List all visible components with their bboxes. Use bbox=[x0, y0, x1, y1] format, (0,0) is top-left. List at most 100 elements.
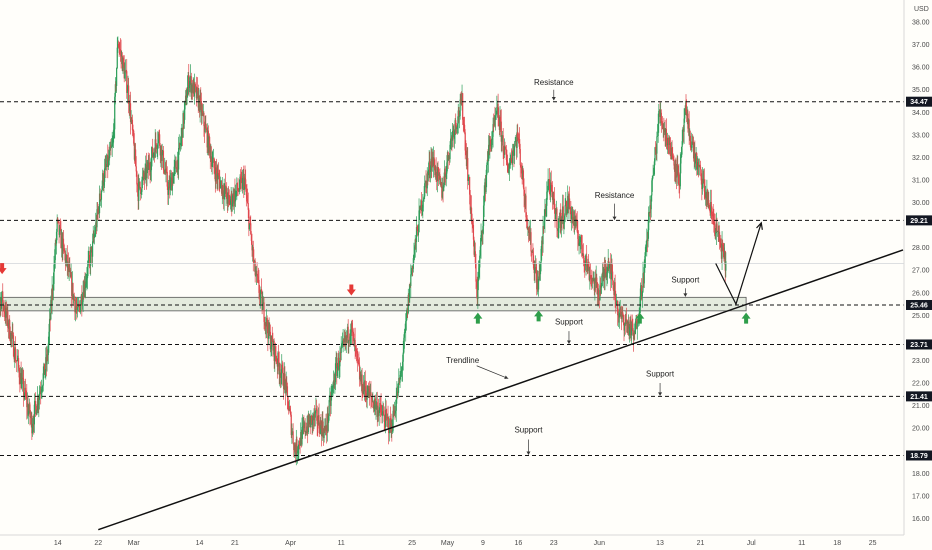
candle-body bbox=[6, 311, 8, 318]
candle-body bbox=[65, 258, 67, 264]
candle-body bbox=[639, 288, 642, 308]
candle-body bbox=[609, 263, 611, 267]
candle-body bbox=[437, 167, 439, 170]
candle-body bbox=[213, 157, 215, 169]
candle-body bbox=[405, 317, 407, 322]
candle-body bbox=[338, 366, 340, 370]
candle-body bbox=[508, 162, 511, 169]
candle-body bbox=[636, 322, 638, 329]
candle-body bbox=[627, 321, 630, 329]
candle-body bbox=[233, 189, 235, 204]
candle-body bbox=[593, 278, 595, 281]
candle-body bbox=[127, 85, 129, 92]
candle-body bbox=[487, 159, 489, 162]
candle-body bbox=[215, 167, 218, 174]
candle-body bbox=[721, 243, 723, 259]
candle-body bbox=[598, 289, 600, 299]
candle-body bbox=[625, 319, 628, 324]
candle-body bbox=[224, 185, 227, 194]
candle-body bbox=[241, 177, 244, 189]
candle-body bbox=[327, 416, 330, 423]
trend-lines-layer bbox=[98, 221, 904, 531]
candle-body bbox=[405, 321, 407, 330]
candle-body bbox=[647, 230, 649, 242]
candle-body bbox=[89, 257, 91, 266]
candle-body bbox=[180, 135, 182, 144]
candle-body bbox=[677, 163, 679, 166]
candle-body bbox=[256, 270, 258, 276]
candle-body bbox=[481, 231, 483, 235]
candle-body bbox=[582, 253, 585, 258]
candle-body bbox=[324, 425, 327, 430]
candle-body bbox=[129, 103, 131, 111]
candle-body bbox=[590, 275, 592, 279]
candle-body bbox=[672, 157, 674, 161]
up-arrow-icon bbox=[741, 312, 751, 324]
candle-body bbox=[504, 145, 506, 147]
candle-body bbox=[499, 117, 501, 130]
candle-body bbox=[332, 383, 334, 388]
candle-body bbox=[551, 191, 554, 200]
candle-body bbox=[140, 187, 142, 194]
candle-body bbox=[416, 227, 418, 230]
candle-body bbox=[687, 119, 690, 129]
candle-body bbox=[471, 221, 473, 224]
time-tick-label: Jul bbox=[747, 540, 756, 547]
candle-body bbox=[135, 149, 137, 167]
candle-body bbox=[505, 149, 507, 161]
candle-body bbox=[48, 331, 50, 344]
candle-body bbox=[496, 107, 498, 115]
candle-body bbox=[104, 164, 106, 169]
candle-body bbox=[725, 261, 727, 271]
candle-body bbox=[236, 182, 238, 191]
candle-body bbox=[401, 369, 403, 371]
candle-body bbox=[101, 186, 103, 191]
candle-body bbox=[417, 229, 419, 236]
time-tick-label: 16 bbox=[514, 540, 522, 547]
candle-body bbox=[569, 206, 571, 208]
candle-body bbox=[381, 412, 383, 416]
candle-body bbox=[203, 113, 205, 127]
annotations-layer: Resistance Resistance Support Support Trendl… bbox=[446, 78, 700, 455]
candle-body bbox=[649, 205, 651, 214]
candle-body bbox=[674, 165, 676, 172]
candle-body bbox=[466, 158, 468, 167]
candle-body bbox=[214, 173, 216, 182]
candle-body bbox=[496, 103, 499, 108]
candle-body bbox=[696, 153, 698, 170]
candle-body bbox=[358, 365, 361, 380]
candle-body bbox=[449, 144, 451, 160]
candle-body bbox=[490, 144, 492, 150]
candle-body bbox=[269, 331, 271, 334]
price-tick-label: 31.00 bbox=[912, 177, 930, 184]
candle-body bbox=[717, 231, 719, 232]
candle-body bbox=[572, 216, 574, 221]
candle-body bbox=[16, 360, 18, 362]
candle-body bbox=[78, 305, 80, 307]
candle-body bbox=[438, 169, 440, 176]
candle-body bbox=[83, 281, 85, 298]
candle-body bbox=[305, 431, 308, 434]
candle-body bbox=[550, 182, 552, 186]
candle-body bbox=[397, 383, 399, 396]
candle-body bbox=[515, 140, 517, 143]
candle-body bbox=[59, 227, 61, 229]
candle-body bbox=[369, 392, 371, 395]
candle-body bbox=[124, 70, 127, 72]
time-tick-label: Apr bbox=[285, 540, 297, 547]
candle-body bbox=[715, 233, 717, 235]
candle-body bbox=[194, 82, 196, 86]
candle-body bbox=[361, 374, 363, 394]
candle-body bbox=[78, 305, 80, 306]
candle-body bbox=[209, 136, 211, 147]
candle-body bbox=[634, 332, 636, 335]
candle-body bbox=[431, 156, 433, 167]
candle-body bbox=[133, 143, 135, 160]
candle-body bbox=[483, 196, 485, 206]
candle-body bbox=[358, 362, 360, 366]
candle-body bbox=[343, 340, 345, 343]
candle-body bbox=[7, 311, 9, 328]
candle-body bbox=[95, 222, 97, 228]
candle-body bbox=[336, 362, 338, 376]
